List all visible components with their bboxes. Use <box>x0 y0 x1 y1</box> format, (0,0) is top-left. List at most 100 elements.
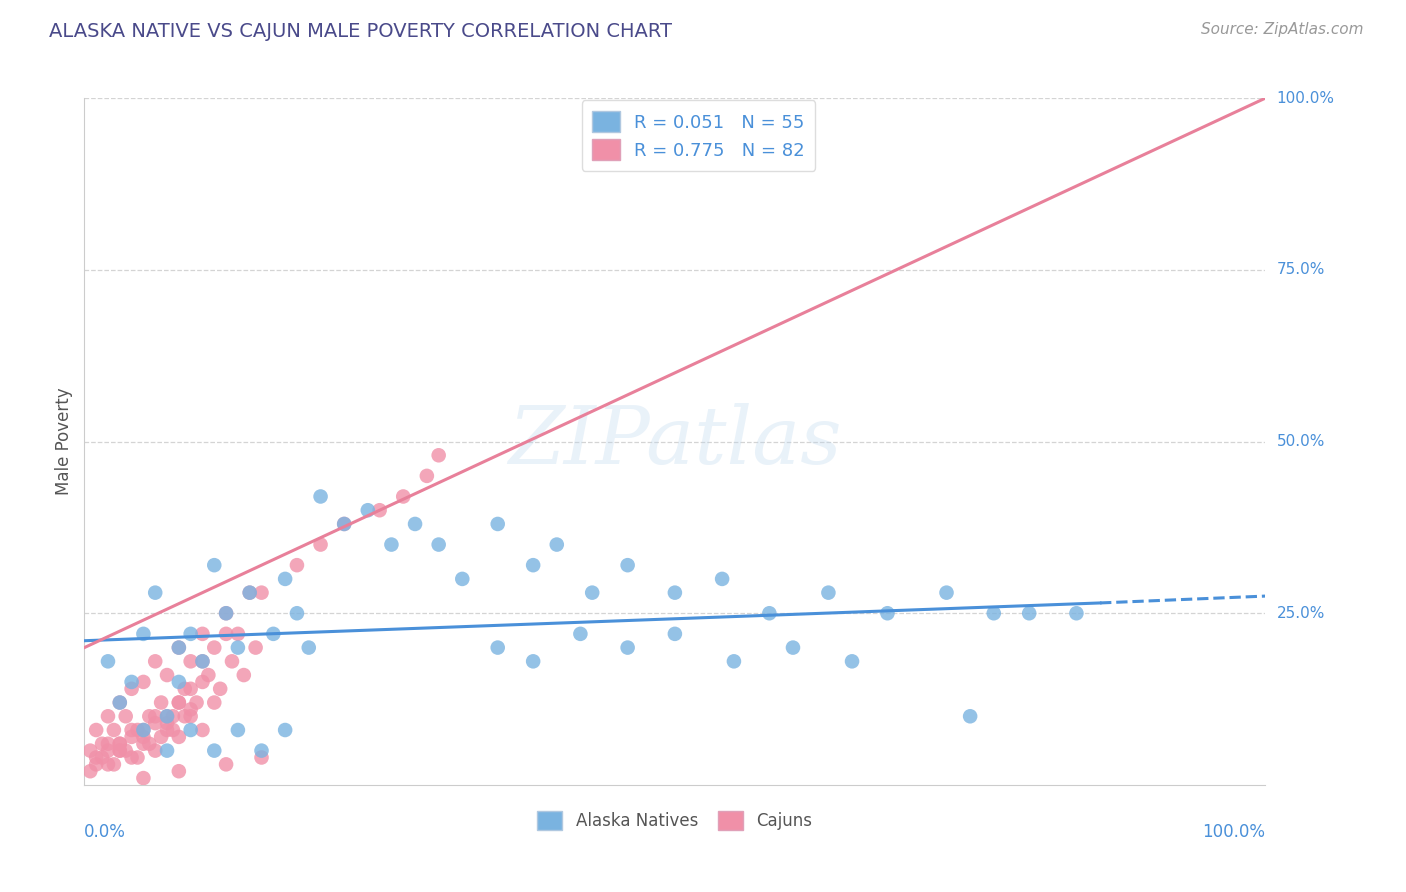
Point <box>162 723 184 737</box>
Point <box>180 709 202 723</box>
Point <box>616 558 638 573</box>
Point <box>1066 607 1088 621</box>
Point <box>121 750 143 764</box>
Point <box>167 640 190 655</box>
Point <box>202 640 225 655</box>
Point <box>232 668 254 682</box>
Point <box>84 757 107 772</box>
Point <box>121 730 143 744</box>
Point <box>191 675 214 690</box>
Point <box>84 750 107 764</box>
Y-axis label: Male Poverty: Male Poverty <box>55 388 73 495</box>
Point <box>486 516 509 531</box>
Point <box>723 654 745 668</box>
Point <box>245 640 267 655</box>
Point <box>226 627 249 641</box>
Point <box>935 585 957 599</box>
Point <box>274 572 297 586</box>
Point <box>114 709 136 723</box>
Point <box>333 516 356 531</box>
Point <box>191 654 214 668</box>
Point <box>486 640 509 655</box>
Point <box>250 750 273 764</box>
Point <box>180 681 202 696</box>
Point <box>114 744 136 758</box>
Point <box>150 696 173 710</box>
Point <box>1018 607 1040 621</box>
Point <box>108 737 131 751</box>
Point <box>167 675 190 690</box>
Point <box>143 709 166 723</box>
Point <box>84 723 107 737</box>
Point <box>427 537 450 551</box>
Point <box>132 771 155 785</box>
Point <box>202 696 225 710</box>
Point <box>121 675 143 690</box>
Point <box>817 585 839 599</box>
Point <box>97 744 120 758</box>
Point <box>215 757 238 772</box>
Point <box>215 607 238 621</box>
Point <box>202 558 225 573</box>
Point <box>143 654 166 668</box>
Point <box>156 709 179 723</box>
Point <box>274 723 297 737</box>
Text: 75.0%: 75.0% <box>1277 262 1324 277</box>
Text: Source: ZipAtlas.com: Source: ZipAtlas.com <box>1201 22 1364 37</box>
Point <box>522 558 544 573</box>
Point <box>138 737 160 751</box>
Point <box>143 744 166 758</box>
Point <box>616 640 638 655</box>
Point <box>262 627 284 641</box>
Point <box>416 469 439 483</box>
Point <box>380 537 402 551</box>
Text: 100.0%: 100.0% <box>1202 822 1265 841</box>
Point <box>180 723 202 737</box>
Point <box>156 744 179 758</box>
Point <box>239 585 262 599</box>
Point <box>215 607 238 621</box>
Point <box>285 607 308 621</box>
Point <box>108 744 131 758</box>
Point <box>132 627 155 641</box>
Point <box>197 668 219 682</box>
Point <box>298 640 321 655</box>
Point <box>143 716 166 731</box>
Point <box>167 696 190 710</box>
Text: 25.0%: 25.0% <box>1277 606 1324 621</box>
Point <box>156 668 179 682</box>
Point <box>250 744 273 758</box>
Point <box>983 607 1005 621</box>
Point <box>180 627 202 641</box>
Point <box>79 744 101 758</box>
Point <box>91 737 114 751</box>
Point <box>427 448 450 462</box>
Legend: Alaska Natives, Cajuns: Alaska Natives, Cajuns <box>529 803 821 838</box>
Point <box>215 627 238 641</box>
Point <box>108 744 131 758</box>
Point <box>103 723 125 737</box>
Point <box>569 627 592 641</box>
Point <box>103 757 125 772</box>
Point <box>143 585 166 599</box>
Point <box>167 640 190 655</box>
Point <box>451 572 474 586</box>
Point <box>876 607 898 621</box>
Point <box>132 730 155 744</box>
Text: 50.0%: 50.0% <box>1277 434 1324 449</box>
Point <box>546 537 568 551</box>
Point <box>239 585 262 599</box>
Point <box>162 709 184 723</box>
Point <box>132 723 155 737</box>
Point <box>173 709 195 723</box>
Text: ALASKA NATIVE VS CAJUN MALE POVERTY CORRELATION CHART: ALASKA NATIVE VS CAJUN MALE POVERTY CORR… <box>49 22 672 41</box>
Point <box>711 572 734 586</box>
Text: 0.0%: 0.0% <box>84 822 127 841</box>
Point <box>368 503 391 517</box>
Point <box>209 681 232 696</box>
Point <box>191 654 214 668</box>
Point <box>309 537 332 551</box>
Point <box>191 723 214 737</box>
Point <box>138 709 160 723</box>
Point <box>226 640 249 655</box>
